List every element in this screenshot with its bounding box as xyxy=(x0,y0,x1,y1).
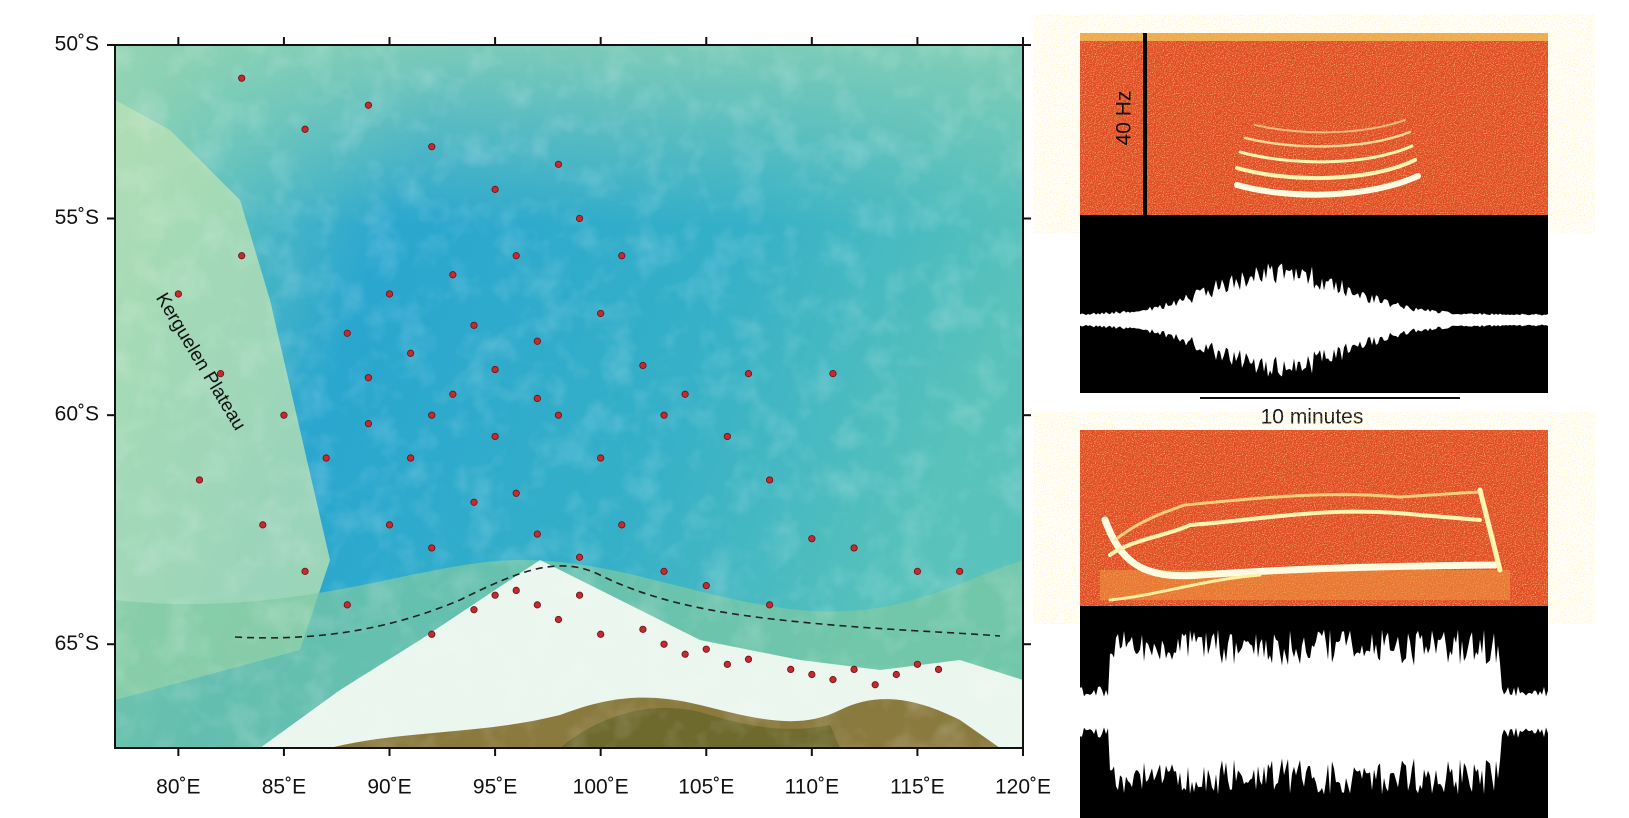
point xyxy=(661,568,667,574)
point xyxy=(260,522,266,528)
point xyxy=(703,582,709,588)
point xyxy=(175,291,181,297)
point xyxy=(640,626,646,632)
point xyxy=(724,661,730,667)
point xyxy=(429,545,435,551)
x-tick-label: 95˚E xyxy=(473,776,517,799)
point xyxy=(534,531,540,537)
point xyxy=(492,366,498,372)
point xyxy=(513,253,519,259)
point xyxy=(576,215,582,221)
y-tick-label: 55˚S xyxy=(55,206,99,229)
y-tick-label: 60˚S xyxy=(55,403,99,426)
point xyxy=(851,545,857,551)
figure: Kerguelen Plateau 40 Hz 10 minutes xyxy=(0,0,1629,818)
point xyxy=(492,433,498,439)
point xyxy=(492,592,498,598)
point xyxy=(914,568,920,574)
spectrogram-top xyxy=(1080,33,1548,393)
point xyxy=(281,412,287,418)
point xyxy=(555,412,561,418)
y-tick-label: 65˚S xyxy=(55,632,99,655)
point xyxy=(619,522,625,528)
point xyxy=(365,375,371,381)
x-tick-label: 100˚E xyxy=(573,776,629,799)
point xyxy=(788,666,794,672)
point xyxy=(344,602,350,608)
point xyxy=(492,186,498,192)
point xyxy=(809,535,815,541)
point xyxy=(407,455,413,461)
time-label: 10 minutes xyxy=(1261,406,1364,429)
point xyxy=(471,499,477,505)
point xyxy=(576,592,582,598)
point xyxy=(597,455,603,461)
point xyxy=(534,602,540,608)
point xyxy=(619,253,625,259)
point xyxy=(365,420,371,426)
x-tick-label: 115˚E xyxy=(890,776,944,799)
point xyxy=(429,631,435,637)
x-tick-label: 80˚E xyxy=(156,776,200,799)
point xyxy=(766,477,772,483)
point xyxy=(429,144,435,150)
x-tick-label: 110˚E xyxy=(785,776,839,799)
point xyxy=(450,272,456,278)
point xyxy=(956,568,962,574)
point xyxy=(766,602,772,608)
point xyxy=(302,126,308,132)
point xyxy=(471,607,477,613)
point xyxy=(344,330,350,336)
point xyxy=(534,395,540,401)
point xyxy=(809,671,815,677)
point xyxy=(893,671,899,677)
point xyxy=(555,161,561,167)
point xyxy=(513,490,519,496)
point xyxy=(724,433,730,439)
point xyxy=(851,666,857,672)
point xyxy=(323,455,329,461)
spectrogram-bottom xyxy=(1080,430,1548,818)
point xyxy=(914,661,920,667)
point xyxy=(450,391,456,397)
map-background xyxy=(115,45,1023,748)
point xyxy=(238,253,244,259)
x-tick-label: 85˚E xyxy=(262,776,306,799)
point xyxy=(745,656,751,662)
point xyxy=(386,291,392,297)
point xyxy=(555,616,561,622)
point xyxy=(830,370,836,376)
point xyxy=(682,391,688,397)
frequency-label: 40 Hz xyxy=(1113,91,1136,146)
point xyxy=(830,676,836,682)
x-tick-label: 105˚E xyxy=(678,776,734,799)
point xyxy=(597,310,603,316)
x-tick-label: 90˚E xyxy=(367,776,411,799)
point xyxy=(471,322,477,328)
point xyxy=(682,651,688,657)
y-tick-label: 50˚S xyxy=(55,33,99,56)
point xyxy=(238,75,244,81)
point xyxy=(302,568,308,574)
point xyxy=(365,102,371,108)
point xyxy=(429,412,435,418)
point xyxy=(534,338,540,344)
point xyxy=(703,646,709,652)
point xyxy=(745,370,751,376)
point xyxy=(935,666,941,672)
point xyxy=(597,631,603,637)
point xyxy=(407,350,413,356)
point xyxy=(513,587,519,593)
point xyxy=(872,682,878,688)
x-tick-label: 120˚E xyxy=(995,776,1051,799)
point xyxy=(661,641,667,647)
point xyxy=(386,522,392,528)
point xyxy=(576,554,582,560)
point xyxy=(661,412,667,418)
point xyxy=(640,362,646,368)
point xyxy=(196,477,202,483)
